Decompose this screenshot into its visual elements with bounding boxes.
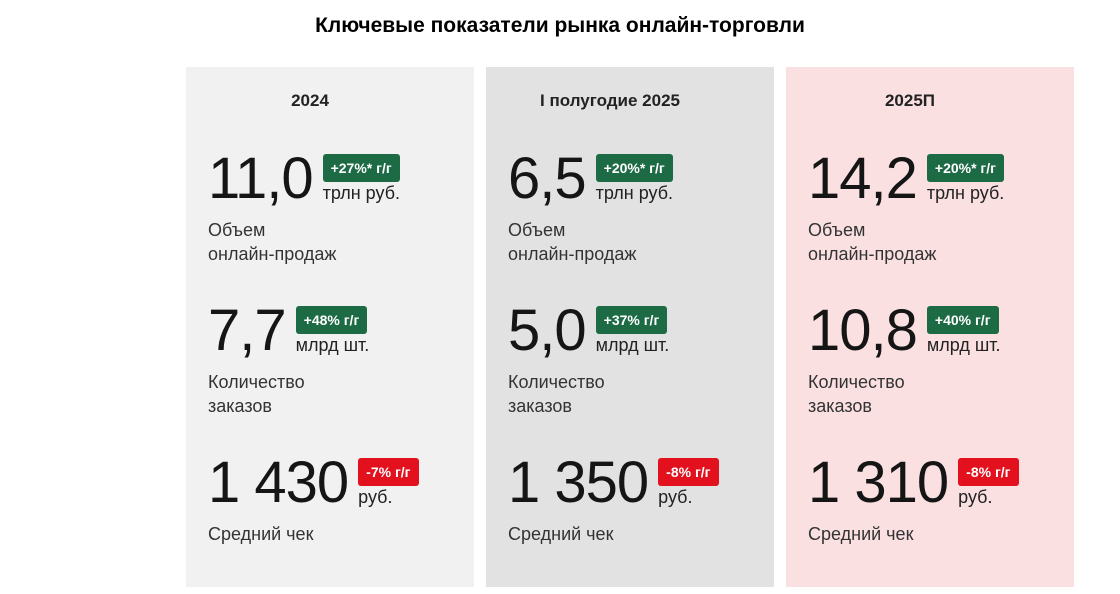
metric-row: 7,7 +48% г/г млрд шт. (208, 300, 369, 362)
metric-value: 7,7 (208, 298, 287, 363)
metric-label: Средний чек (808, 524, 914, 544)
metric: 1 310 -8% г/г руб. Средний чек (808, 452, 1019, 546)
metric-value: 1 310 (808, 450, 949, 515)
metric-value: 5,0 (508, 298, 587, 363)
metric: 6,5 +20%* г/г трлн руб. Объем онлайн-продаж (508, 148, 673, 266)
metric-side: -8% г/г руб. (958, 458, 1019, 507)
unit: руб. (358, 487, 393, 507)
column: 2025П 14,2 +20%* г/г трлн руб. Объем онлайн-… (786, 67, 1074, 587)
metric-value: 10,8 (808, 298, 918, 363)
metric-value: 1 430 (208, 450, 349, 515)
unit: трлн руб. (595, 183, 674, 203)
change-badge: +20%* г/г (926, 154, 1004, 182)
metric-row: 11,0 +27%* г/г трлн руб. (208, 148, 400, 210)
metric-label: Объем онлайн-продаж (508, 220, 637, 264)
metric-label: Количество заказов (208, 372, 305, 416)
metric-row: 1 430 -7% г/г руб. (208, 452, 419, 514)
metric-row: 14,2 +20%* г/г трлн руб. (808, 148, 1004, 210)
metric-row: 5,0 +37% г/г млрд шт. (508, 300, 669, 362)
metric-side: -8% г/г руб. (658, 458, 719, 507)
metric-value: 6,5 (508, 146, 587, 211)
metric-side: +27%* г/г трлн руб. (322, 154, 400, 203)
title: Ключевые показатели рынка онлайн-торговл… (315, 14, 805, 37)
metric: 5,0 +37% г/г млрд шт. Количество заказов (508, 300, 669, 418)
metric-value: 14,2 (808, 146, 918, 211)
metric-label: Количество заказов (808, 372, 905, 416)
metric: 1 430 -7% г/г руб. Средний чек (208, 452, 419, 546)
change-badge: -7% г/г (358, 458, 419, 486)
change-badge: +20%* г/г (595, 154, 673, 182)
period-header: 2024 (291, 91, 329, 110)
period-header: I полугодие 2025 (540, 91, 680, 110)
metric-row: 10,8 +40% г/г млрд шт. (808, 300, 1001, 362)
metric-side: +20%* г/г трлн руб. (595, 154, 674, 203)
metric: 7,7 +48% г/г млрд шт. Количество заказов (208, 300, 369, 418)
change-badge: +37% г/г (595, 306, 668, 334)
metric-side: -7% г/г руб. (358, 458, 419, 507)
change-badge: -8% г/г (658, 458, 719, 486)
metric-row: 1 310 -8% г/г руб. (808, 452, 1019, 514)
metric-side: +20%* г/г трлн руб. (926, 154, 1005, 203)
metric: 1 350 -8% г/г руб. Средний чек (508, 452, 719, 546)
unit: трлн руб. (322, 183, 400, 203)
metric-side: +40% г/г млрд шт. (926, 306, 1001, 355)
metric-side: +48% г/г млрд шт. (295, 306, 370, 355)
metric-value: 1 350 (508, 450, 649, 515)
metric-label: Средний чек (508, 524, 614, 544)
metric-label: Средний чек (208, 524, 314, 544)
change-badge: +27%* г/г (322, 154, 400, 182)
unit: млрд шт. (295, 335, 370, 355)
unit: руб. (658, 487, 693, 507)
metric-label: Объем онлайн-продаж (808, 220, 937, 264)
unit: млрд шт. (926, 335, 1001, 355)
metric: 10,8 +40% г/г млрд шт. Количество заказов (808, 300, 1001, 418)
metric-row: 6,5 +20%* г/г трлн руб. (508, 148, 673, 210)
metric: 11,0 +27%* г/г трлн руб. Объем онлайн-прода… (208, 148, 400, 266)
metric-label: Объем онлайн-продаж (208, 220, 337, 264)
unit: руб. (958, 487, 993, 507)
metric: 14,2 +20%* г/г трлн руб. Объем онлайн-прода… (808, 148, 1004, 266)
metric-value: 11,0 (208, 146, 314, 211)
metric-row: 1 350 -8% г/г руб. (508, 452, 719, 514)
change-badge: +48% г/г (295, 306, 368, 334)
period-header: 2025П (884, 91, 936, 110)
column: I полугодие 2025 6,5 +20%* г/г трлн руб. Объ… (486, 67, 774, 587)
unit: трлн руб. (926, 183, 1005, 203)
change-badge: +40% г/г (926, 306, 999, 334)
change-badge: -8% г/г (958, 458, 1019, 486)
metric-side: +37% г/г млрд шт. (595, 306, 670, 355)
column: 2024 11,0 +27%* г/г трлн руб. Объем онлайн-п… (186, 67, 474, 587)
metric-label: Количество заказов (508, 372, 605, 416)
unit: млрд шт. (595, 335, 670, 355)
